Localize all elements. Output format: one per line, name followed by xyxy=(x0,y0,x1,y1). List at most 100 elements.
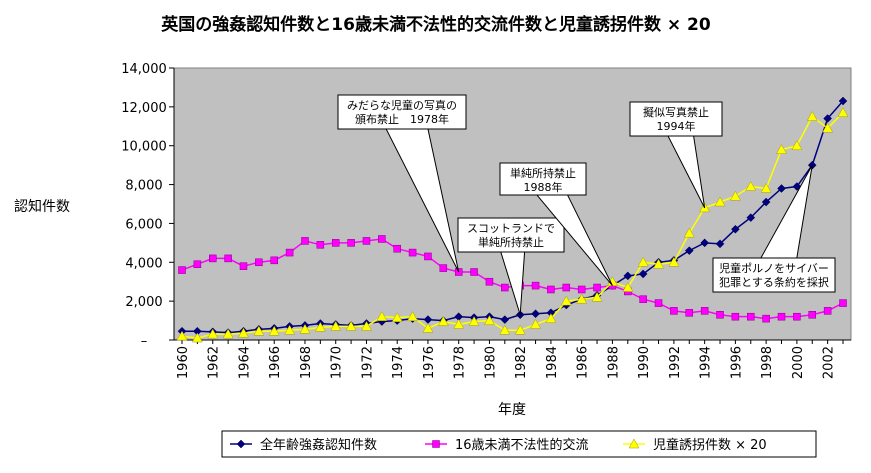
callout-border xyxy=(712,257,836,293)
data-point xyxy=(224,254,232,263)
data-point xyxy=(314,321,326,332)
x-tick-label: 1998 xyxy=(760,346,775,379)
legend-marker xyxy=(432,440,440,448)
legend-label: 16歳未満不法性的交流 xyxy=(455,437,589,453)
x-tick-label: 1978 xyxy=(453,346,468,379)
x-tick-label: 1992 xyxy=(668,346,683,379)
data-point xyxy=(284,324,296,335)
data-point xyxy=(514,324,526,335)
data-point xyxy=(345,320,357,331)
legend-label: 児童誘拐件数 × 20 xyxy=(653,437,767,453)
data-point xyxy=(191,332,203,343)
y-tick-label: 8,000 xyxy=(125,179,162,194)
data-point xyxy=(576,293,588,304)
data-point xyxy=(838,96,848,106)
data-point xyxy=(729,190,741,201)
data-point xyxy=(316,241,325,249)
data-point xyxy=(683,227,695,238)
legend-item-3: 児童誘拐件数 × 20 xyxy=(623,437,767,453)
data-point xyxy=(637,256,649,267)
x-tick-label: 2002 xyxy=(822,346,837,379)
legend-marker xyxy=(236,439,246,449)
data-point xyxy=(639,295,647,303)
data-point xyxy=(668,256,680,267)
series-3 xyxy=(176,107,849,343)
callout-box xyxy=(458,218,564,252)
y-axis-label: 認知件数 xyxy=(14,198,70,215)
x-tick-label: 1988 xyxy=(606,346,621,379)
callout-text-line: 犯罪とする条約を採択 xyxy=(719,275,829,289)
data-point xyxy=(437,316,449,326)
legend-item-2: 16歳未満不法性的交流 xyxy=(425,437,589,453)
data-point xyxy=(424,252,432,261)
data-point xyxy=(577,285,586,294)
x-tick-label: 1970 xyxy=(330,346,345,379)
callout-border xyxy=(499,162,587,196)
data-point xyxy=(714,196,726,207)
legend xyxy=(221,430,817,458)
data-point xyxy=(330,320,342,331)
data-point xyxy=(746,213,756,222)
data-point xyxy=(791,140,803,150)
data-point xyxy=(531,309,540,319)
data-point xyxy=(501,283,509,292)
data-point xyxy=(376,311,388,321)
data-point xyxy=(407,311,419,321)
data-point xyxy=(653,258,664,269)
data-point xyxy=(731,312,740,321)
legend-items: 全年齢強姦認知件数 16歳未満不法性的交流 児童誘拐件数 × 20 xyxy=(230,437,767,453)
data-point xyxy=(253,325,265,336)
data-point xyxy=(299,323,311,334)
data-point xyxy=(562,283,571,292)
y-tick-label: – xyxy=(141,334,148,349)
data-point xyxy=(638,269,648,279)
data-point xyxy=(762,314,770,323)
callout-box xyxy=(500,163,586,195)
data-point xyxy=(207,328,219,339)
data-point xyxy=(777,184,786,193)
data-point xyxy=(839,299,847,307)
data-point xyxy=(761,197,771,207)
data-point xyxy=(670,307,678,315)
series-layer xyxy=(176,96,849,343)
data-point xyxy=(745,180,757,191)
callout-text-line: みだらな児童の写真の xyxy=(347,98,457,112)
x-tick-label: 1966 xyxy=(268,346,283,379)
data-point xyxy=(760,182,772,193)
x-tick-label: 1980 xyxy=(483,346,498,379)
data-point xyxy=(468,316,480,326)
data-point xyxy=(500,315,510,324)
x-axis-label: 年度 xyxy=(498,402,526,418)
data-point xyxy=(593,283,601,292)
plot-area xyxy=(173,67,852,341)
x-tick-label: 1964 xyxy=(237,346,252,379)
data-point xyxy=(499,324,511,335)
callout-text-line: 児童ポルノをサイバー xyxy=(719,261,829,275)
x-tick-label: 1976 xyxy=(422,346,437,379)
data-point xyxy=(837,107,849,117)
data-point xyxy=(285,248,294,257)
data-point xyxy=(731,224,740,234)
data-point xyxy=(208,254,217,263)
callout-text-line: 擬似写真禁止 xyxy=(643,105,709,119)
data-point xyxy=(362,237,371,245)
data-point xyxy=(776,144,787,154)
callout-border xyxy=(457,217,565,253)
data-point xyxy=(378,235,386,243)
callout-box xyxy=(630,102,722,136)
data-point xyxy=(806,111,818,121)
callout-text-line: 1994年 xyxy=(657,119,696,133)
y-tick-label: 14,000 xyxy=(121,62,167,77)
data-point xyxy=(747,312,755,321)
x-tick-label: 1968 xyxy=(299,346,314,379)
data-point xyxy=(239,262,248,270)
data-point xyxy=(716,310,724,319)
data-point xyxy=(560,295,572,306)
data-point xyxy=(222,328,234,339)
y-tick-label: 10,000 xyxy=(121,140,167,155)
